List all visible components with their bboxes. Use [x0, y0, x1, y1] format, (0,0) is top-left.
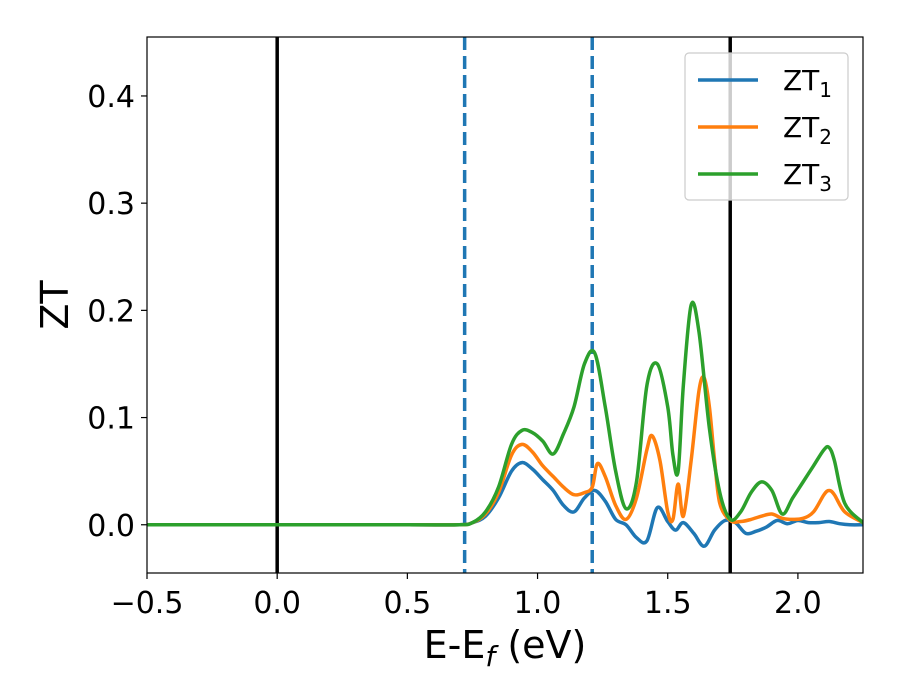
legend-label: ZT3 [783, 158, 832, 196]
x-axis-ticks: −0.5 0.0 0.5 1.0 1.5 2.0 [111, 573, 822, 621]
vertical-markers [275, 37, 732, 573]
y-tick-label: 0.1 [87, 402, 135, 437]
x-axis-label-unit: (eV) [495, 623, 586, 667]
x-axis-label-main: E-E [424, 623, 486, 667]
x-axis-label: E-Ef (eV) [424, 623, 587, 673]
legend-box [684, 52, 849, 201]
x-tick-label: 1.0 [514, 586, 562, 621]
y-axis-label: ZT [33, 280, 77, 330]
legend: ZT1 ZT2 ZT3 [684, 52, 849, 201]
plot-frame [146, 36, 864, 574]
x-tick-label: −0.5 [111, 586, 184, 621]
x-tick-label: 1.5 [644, 586, 692, 621]
legend-label: ZT1 [783, 64, 832, 102]
y-tick-label: 0.4 [87, 80, 135, 115]
series-line-zt1 [147, 460, 863, 548]
x-tick-label: 2.0 [774, 586, 822, 621]
x-tick-label: 0.5 [384, 586, 432, 621]
y-tick-label: 0.3 [87, 187, 135, 222]
y-tick-label: 0.2 [87, 294, 135, 329]
series-line-zt2 [147, 375, 863, 527]
y-axis-ticks: 0.0 0.1 0.2 0.3 0.4 [87, 80, 147, 544]
series-line-zt3 [147, 300, 863, 527]
series-lines [147, 300, 863, 548]
y-tick-label: 0.0 [87, 509, 135, 544]
x-tick-label: 0.0 [253, 586, 301, 621]
legend-label: ZT2 [783, 111, 832, 149]
